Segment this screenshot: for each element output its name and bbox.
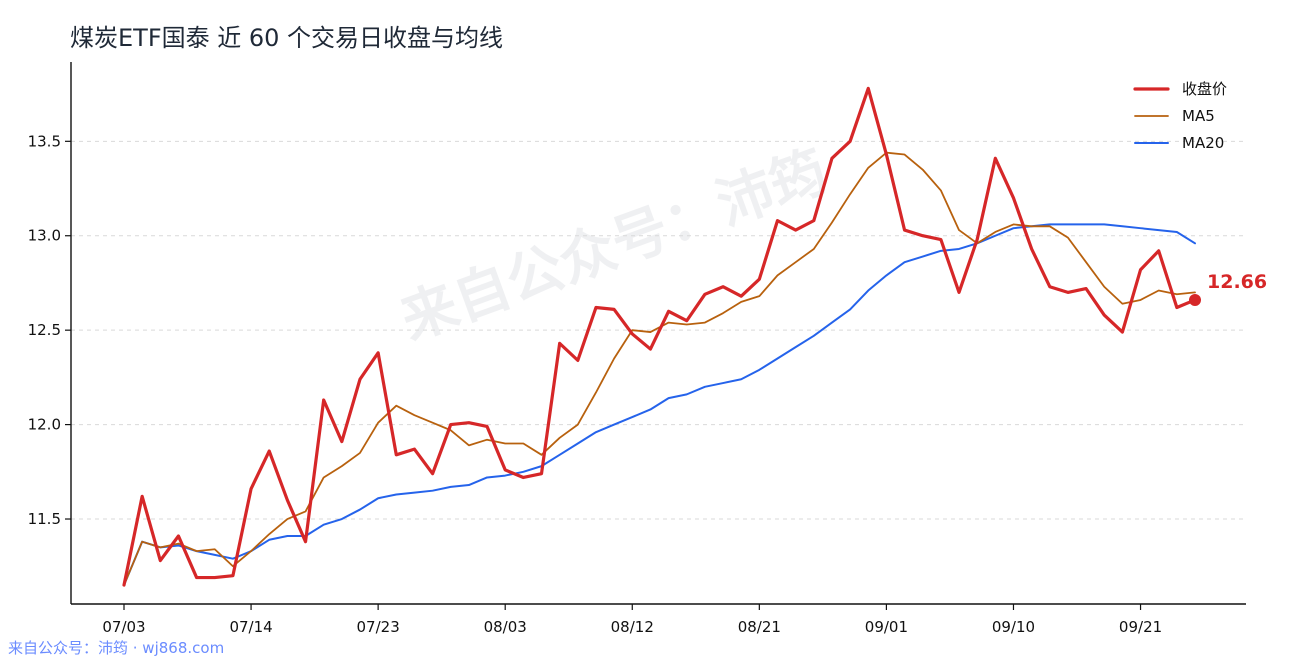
series-line-ma20 [124,224,1195,585]
legend: 收盘价 MA5 MA20 [1135,80,1227,152]
legend-label: 收盘价 [1182,80,1227,98]
source-credit: 来自公众号：沛筠 · wj868.com [8,639,224,657]
y-tick-label: 13.5 [28,132,61,150]
y-tick-label: 12.0 [28,416,61,434]
series-lines [124,88,1195,585]
annotations: 12.66 [1189,271,1267,306]
x-tick-label: 07/23 [357,618,400,636]
legend-label: MA20 [1182,134,1224,152]
x-tick-label: 08/03 [484,618,527,636]
y-tick-label: 12.5 [28,321,61,339]
endpoint-label: 12.66 [1207,271,1267,293]
x-tick-label: 09/10 [992,618,1035,636]
chart-title: 煤炭ETF国泰 近 60 个交易日收盘与均线 [70,24,503,52]
y-tick-label: 13.0 [28,227,61,245]
y-tick-label: 11.5 [28,510,61,528]
x-tick-label: 09/01 [865,618,908,636]
x-tick-label: 09/21 [1119,618,1162,636]
x-tick-label: 07/03 [102,618,145,636]
x-tick-label: 08/12 [611,618,654,636]
x-tick-label: 07/14 [229,618,272,636]
legend-label: MA5 [1182,107,1215,125]
x-tick-label: 08/21 [738,618,781,636]
endpoint-marker [1189,294,1201,306]
series-line-close [124,88,1195,585]
